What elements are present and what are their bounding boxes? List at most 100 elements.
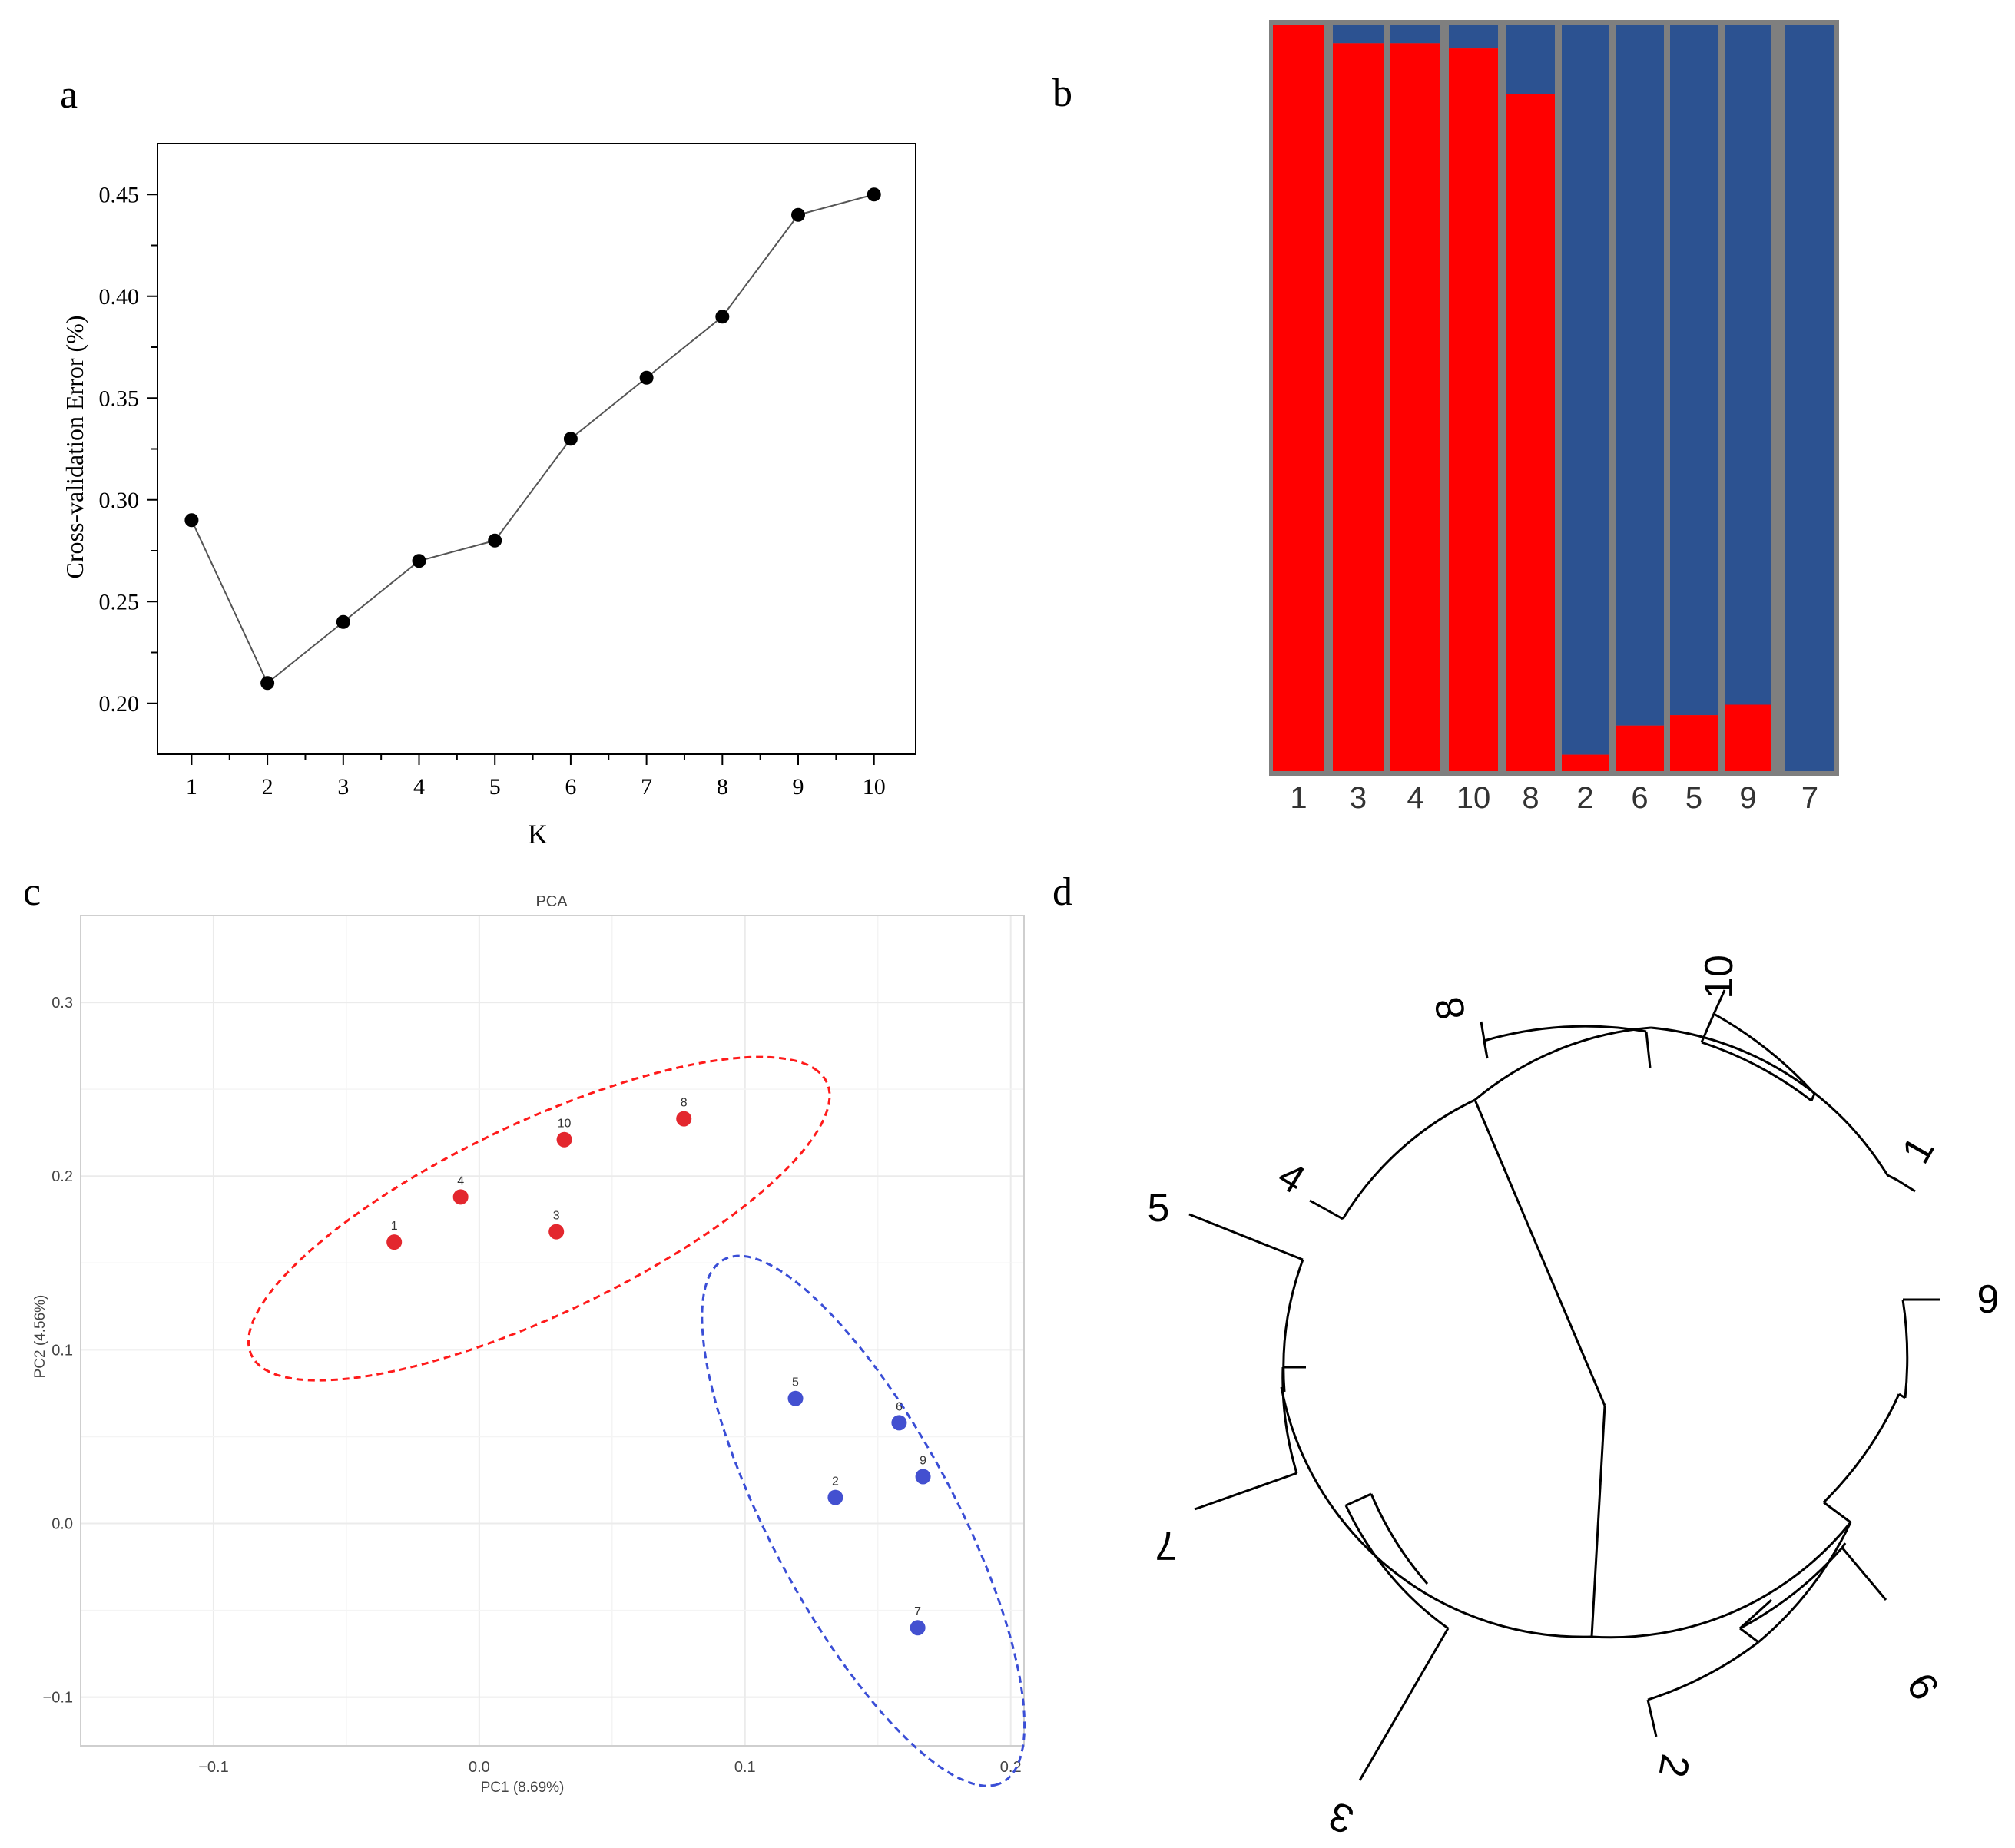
- dendrogram-branch: [1282, 1259, 1304, 1393]
- x-tick-label: 2: [262, 774, 273, 800]
- dendrogram-branch: [1281, 1366, 1298, 1474]
- dendrogram-branch: [1896, 1178, 1916, 1193]
- dendrogram-branch: [1841, 1542, 1847, 1548]
- dendrogram-labels: 10 1 9 6 2 3 7 5 4 8: [1148, 955, 2000, 1842]
- circular-dendrogram: [1188, 989, 1940, 1781]
- x-tick-label: 10: [863, 774, 886, 800]
- bar-red-10: [1449, 48, 1498, 771]
- pca-point-label: 5: [792, 1376, 799, 1389]
- pca-y-tick-label: 0.1: [51, 1342, 73, 1359]
- dendrogram-branch: [1473, 1099, 1606, 1406]
- pca-y-tick-label: −0.1: [43, 1690, 73, 1707]
- bar-label-3: 3: [1350, 781, 1367, 815]
- pca-plot-frame: [80, 915, 1025, 1747]
- bar-blue-2: [1562, 25, 1609, 755]
- admixture-bar-chart: 1 3 4 10 8 2 6 5 9 7: [1269, 20, 1839, 815]
- dendrogram-branch: [1701, 1041, 1812, 1102]
- pca-point-label: 7: [914, 1605, 921, 1618]
- bar-red-5: [1670, 715, 1718, 771]
- pca-point-label: 10: [558, 1118, 572, 1131]
- dendrogram-branch: [1712, 989, 1726, 1015]
- y-tick-label: 0.30: [99, 488, 140, 513]
- dendrogram-branch: [1700, 1013, 1715, 1043]
- leaf-label-7: 7: [1155, 1523, 1178, 1568]
- data-point-k9: [791, 207, 806, 222]
- x-tick-label: 4: [413, 774, 425, 800]
- y-axis-label: Cross-validation Error (%): [61, 315, 88, 578]
- bar-red-4: [1390, 43, 1440, 772]
- dendrogram-branch: [1738, 1598, 1773, 1630]
- bar-blue-3: [1333, 25, 1384, 44]
- dendrogram-branch: [1188, 1213, 1304, 1261]
- bar-red-8: [1506, 94, 1555, 771]
- bar-red-2: [1562, 754, 1609, 771]
- x-tick-label: 8: [717, 774, 728, 800]
- pca-point-5: [787, 1390, 804, 1406]
- pca-y-axis-label: PC2 (4.56%): [32, 1295, 48, 1379]
- dendrogram-branch: [1713, 1012, 1816, 1095]
- x-axis-label: K: [528, 819, 548, 849]
- bar-label-10: 10: [1457, 781, 1491, 815]
- dendrogram-branch: [1345, 1492, 1372, 1507]
- pca-title: PCA: [535, 893, 568, 910]
- x-tick-label: 5: [489, 774, 501, 800]
- pca-y-tick-label: 0.3: [51, 995, 73, 1012]
- panel-label-d: d: [1052, 870, 1072, 914]
- bar-blue-7: [1785, 25, 1834, 771]
- dendrogram-branch: [1358, 1628, 1450, 1781]
- dendrogram-branch: [1646, 1699, 1658, 1737]
- bar-red-3: [1333, 43, 1384, 772]
- leaf-label-2: 2: [1650, 1751, 1698, 1781]
- dendrogram-branch: [1822, 1393, 1901, 1504]
- bar-label-2: 2: [1576, 781, 1593, 815]
- dendrogram-branch: [1901, 1299, 1909, 1399]
- data-point-k6: [563, 432, 578, 446]
- bar-label-9: 9: [1739, 781, 1756, 815]
- bar-red-9: [1725, 704, 1771, 771]
- pca-x-tick-label: 0.1: [734, 1759, 756, 1776]
- data-point-k1: [184, 513, 199, 528]
- dendrogram-branch: [1370, 1493, 1429, 1585]
- dendrogram-branch: [1280, 1386, 1592, 1638]
- pca-point-2: [827, 1489, 843, 1505]
- bar-label-5: 5: [1685, 781, 1702, 815]
- panel-label-a: a: [60, 73, 78, 117]
- dendrogram-branch: [1887, 1174, 1897, 1181]
- dendrogram-branch: [1344, 1505, 1449, 1630]
- dendrogram-branch: [1194, 1472, 1297, 1511]
- leaf-label-3: 3: [1324, 1793, 1360, 1842]
- leaf-label-4: 4: [1270, 1153, 1312, 1203]
- dendrogram-branch: [1739, 1547, 1844, 1630]
- x-tick-label: 3: [337, 774, 349, 800]
- pca-x-tick-label: −0.1: [198, 1759, 228, 1776]
- pca-x-tick-label: 0.2: [1000, 1759, 1022, 1776]
- plot-frame: [157, 143, 916, 755]
- pca-x-tick-label: 0.0: [469, 1759, 490, 1776]
- pca-point-label: 6: [896, 1400, 903, 1413]
- y-tick-label: 0.45: [99, 182, 140, 207]
- data-point-k10: [867, 187, 881, 202]
- dendrogram-branch: [1341, 1098, 1476, 1220]
- pca-point-label: 8: [681, 1097, 688, 1110]
- pca-x-axis-label: PC1 (8.69%): [481, 1780, 565, 1796]
- bar-blue-5: [1670, 25, 1718, 716]
- dendrogram-branch: [1650, 1026, 1889, 1176]
- pca-point-10: [556, 1131, 572, 1148]
- bar-blue-10: [1449, 25, 1498, 49]
- bar-label-4: 4: [1407, 781, 1423, 815]
- dendrogram-branch: [1309, 1199, 1344, 1220]
- confidence-ellipse-blue: [701, 1254, 1026, 1787]
- leaf-label-9: 9: [1977, 1277, 2000, 1322]
- data-point-k7: [639, 370, 654, 385]
- bar-blue-6: [1616, 25, 1664, 726]
- x-tick-label: 6: [565, 774, 576, 800]
- dendrogram-branch: [1645, 1031, 1652, 1068]
- dendrogram-branch: [1810, 1093, 1816, 1101]
- y-tick-label: 0.25: [99, 589, 140, 614]
- bar-red-1: [1273, 25, 1324, 771]
- panel-label-c: c: [23, 870, 41, 914]
- pca-point-3: [548, 1224, 565, 1240]
- y-tick-label: 0.40: [99, 284, 140, 310]
- dendrogram-branch: [1758, 1522, 1852, 1644]
